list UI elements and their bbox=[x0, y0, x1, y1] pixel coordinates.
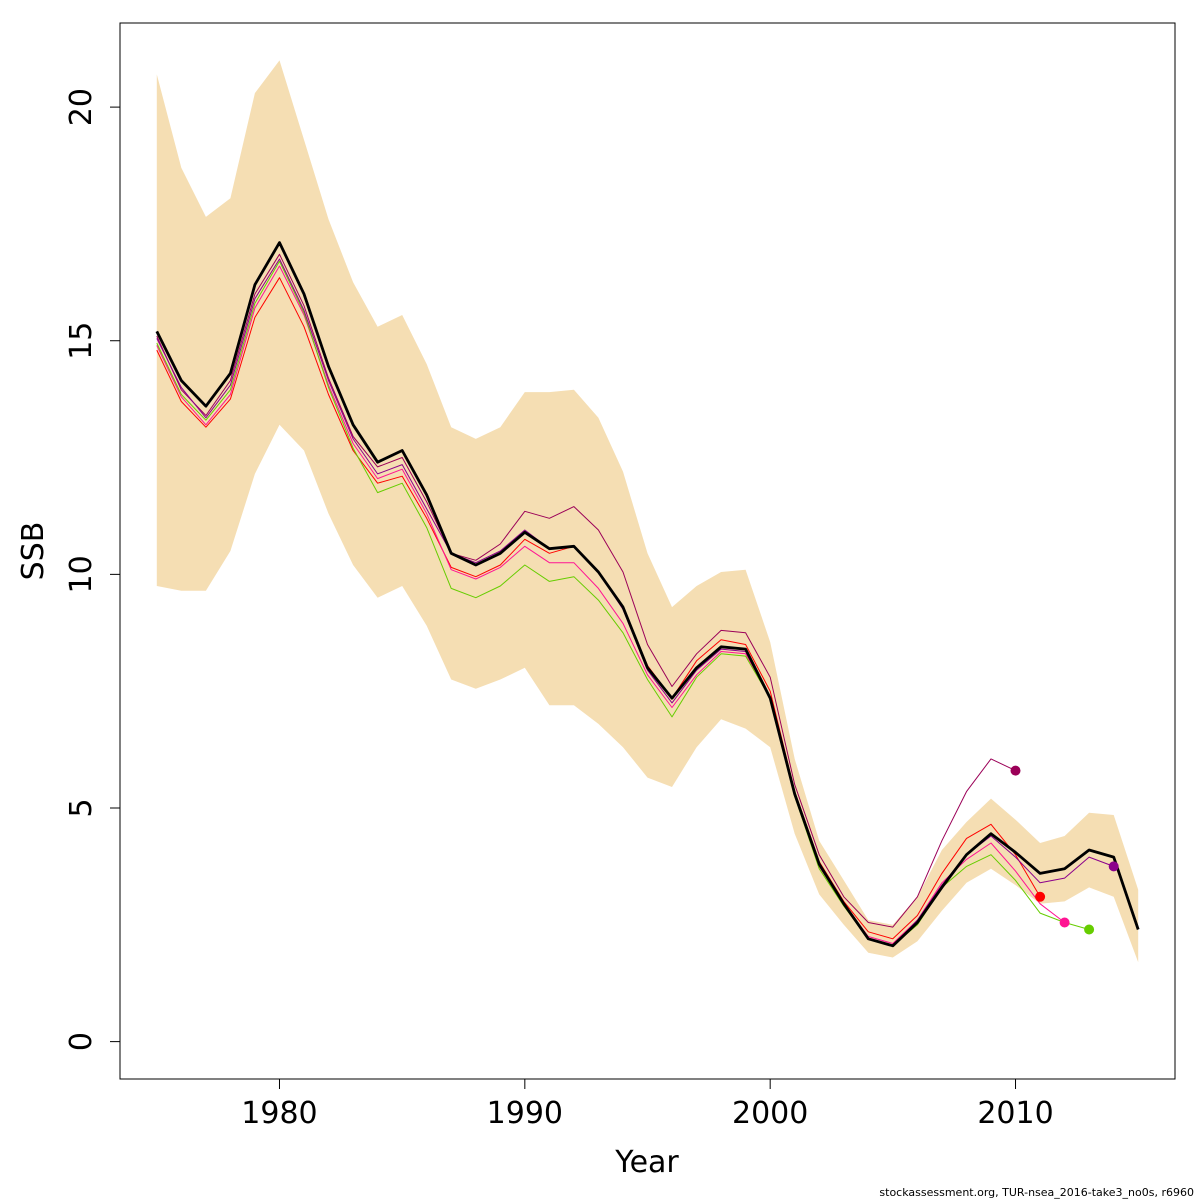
x-axis-title: Year bbox=[614, 1145, 679, 1180]
end-point-2010 bbox=[1010, 765, 1021, 776]
end-point-2012 bbox=[1059, 917, 1070, 928]
y-tick-label: 10 bbox=[64, 555, 99, 593]
y-tick-label: 5 bbox=[64, 798, 99, 817]
x-tick-label: 1980 bbox=[241, 1096, 317, 1131]
end-point-2011 bbox=[1035, 891, 1046, 902]
confidence-band bbox=[156, 60, 1139, 963]
plot-layer bbox=[155, 60, 1140, 963]
end-point-2014 bbox=[1108, 861, 1119, 872]
end-point-2013 bbox=[1084, 924, 1095, 935]
x-tick-label: 2010 bbox=[977, 1096, 1053, 1131]
y-tick-label: 20 bbox=[64, 88, 99, 126]
x-tick-label: 2000 bbox=[732, 1096, 808, 1131]
axis-layer: 1980 1990 2000 2010 0 5 10 15 20 bbox=[64, 88, 1054, 1131]
series-line-main bbox=[155, 241, 1140, 948]
x-tick-label: 1990 bbox=[487, 1096, 563, 1131]
y-axis-title: SSB bbox=[16, 522, 51, 581]
footer-credit: stockassessment.org, TUR-nsea_2016-take3… bbox=[879, 1186, 1194, 1199]
series-line-retro-1 bbox=[156, 253, 1016, 928]
y-tick-label: 0 bbox=[64, 1032, 99, 1051]
y-tick-label: 15 bbox=[64, 322, 99, 360]
